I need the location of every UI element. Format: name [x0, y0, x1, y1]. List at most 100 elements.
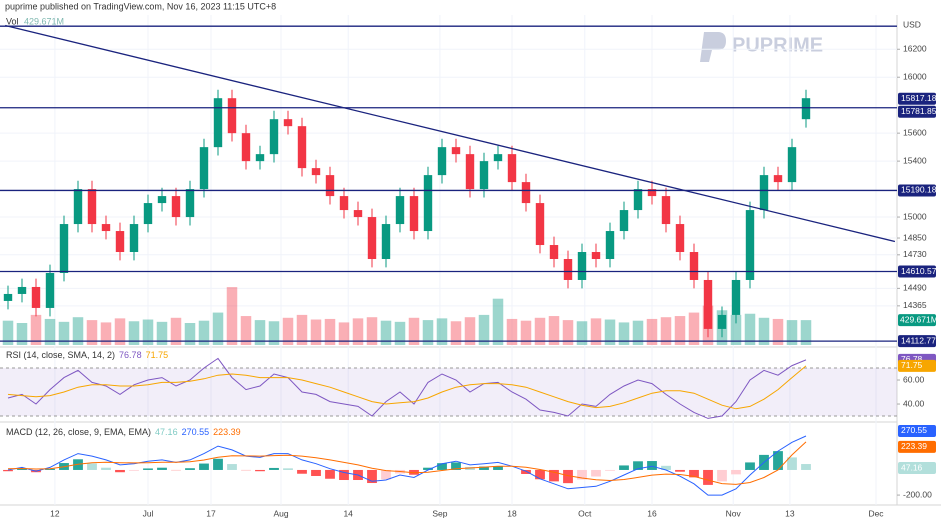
volume-bar	[226, 287, 238, 345]
volume-bar	[268, 321, 280, 345]
candle-body	[143, 203, 153, 225]
volume-bar	[786, 320, 798, 345]
candle-body	[31, 286, 41, 308]
volume-bar	[100, 322, 112, 345]
volume-bar	[674, 316, 686, 345]
candle-body	[255, 154, 265, 162]
volume-bar	[534, 317, 546, 345]
macd-value-label: 223.39	[901, 441, 927, 451]
macd-histogram-bar	[619, 465, 629, 470]
volume-bar	[72, 317, 84, 345]
macd-histogram-bar	[535, 469, 545, 480]
macd-histogram-bar	[787, 457, 797, 470]
volume-bar	[422, 320, 434, 345]
y-tick-label: 14850	[903, 232, 927, 242]
rsi-value-label-box	[898, 359, 936, 372]
candle-body	[787, 147, 797, 183]
macd-hist-label-box	[898, 462, 936, 475]
macd-histogram-bar	[773, 451, 783, 470]
macd-histogram-bar	[549, 469, 559, 482]
currency: USD	[903, 19, 921, 29]
macd-histogram-bar	[269, 467, 279, 470]
volume-bar	[296, 314, 308, 345]
macd-line	[7, 435, 807, 496]
volume-bar	[730, 314, 742, 345]
candle-body	[493, 154, 503, 162]
macd-histogram-bar	[157, 467, 167, 470]
volume-bar	[604, 319, 616, 345]
macd-histogram-bar	[185, 468, 195, 470]
macd-histogram-bar	[283, 468, 293, 470]
macd-histogram-bar	[801, 464, 811, 470]
macd-histogram-bar	[731, 469, 741, 475]
y-tick-label: 15600	[903, 127, 927, 137]
candle-body	[745, 210, 755, 280]
macd-histogram-bar	[591, 469, 601, 477]
candle-body	[661, 196, 671, 225]
macd-histogram-bar	[255, 469, 265, 472]
candle-body	[549, 245, 559, 260]
candle-body	[185, 189, 195, 218]
candle-body	[535, 203, 545, 246]
candle-body	[129, 224, 139, 253]
volume-bar	[548, 316, 560, 345]
candle-body	[241, 133, 251, 162]
macd-histogram-bar	[297, 469, 307, 474]
y-tick-label: 14490	[903, 283, 927, 293]
macd-value-label: 270.55	[901, 425, 927, 435]
volume-legend-value: 429.671M	[24, 16, 64, 26]
x-tick-label: Dec	[868, 508, 884, 518]
macd-histogram-bar	[129, 469, 139, 471]
macd-histogram-bar	[451, 462, 461, 470]
macd-line	[7, 441, 807, 485]
candle-body	[227, 98, 237, 134]
candle-body	[423, 175, 433, 232]
volume-bar	[562, 320, 574, 345]
rsi-legend-value: 71.75	[146, 350, 169, 360]
volume-bar	[198, 320, 210, 345]
candle-body	[717, 314, 727, 329]
volume-bar	[744, 313, 756, 345]
volume-bar	[436, 318, 448, 345]
rsi-value-label: 71.75	[901, 360, 923, 370]
volume-bar	[688, 312, 700, 345]
candle-body	[101, 224, 111, 232]
candle-body	[381, 224, 391, 260]
x-tick-label: 16	[647, 508, 657, 518]
volume-bar	[646, 318, 658, 345]
volume-bar	[324, 318, 336, 345]
candle-body	[367, 217, 377, 260]
x-tick-label: Oct	[578, 508, 592, 518]
x-tick-label: 18	[507, 508, 517, 518]
logo-icon	[700, 32, 726, 62]
x-tick-label: 17	[206, 508, 216, 518]
macd-histogram-bar	[577, 469, 587, 480]
volume-bar	[520, 320, 532, 345]
macd-histogram-bar	[717, 469, 727, 482]
volume-bar	[44, 318, 56, 345]
volume-bar	[184, 323, 196, 345]
volume-legend-name: Vol	[6, 16, 19, 26]
volume-bar	[352, 318, 364, 345]
candle-body	[325, 175, 335, 197]
macd-histogram-bar	[633, 461, 643, 470]
candle-body	[451, 147, 461, 155]
rsi-legend-value: 76.78	[119, 350, 142, 360]
volume-bar	[478, 314, 490, 345]
macd-value-label-box	[898, 440, 936, 453]
volume-label-box	[898, 314, 936, 327]
volume-bar	[660, 317, 672, 345]
y-tick-label: 16000	[903, 71, 927, 81]
x-tick-label: Jul	[143, 508, 154, 518]
macd-legend-value: 223.39	[213, 427, 241, 437]
logo-text: PUPRIME	[732, 34, 823, 56]
macd-histogram-bar	[367, 469, 377, 484]
candle-body	[507, 154, 517, 183]
macd-histogram-bar	[703, 469, 713, 485]
macd-histogram-bar	[437, 463, 447, 470]
candle-body	[87, 189, 97, 225]
rsi-value-label: 76.78	[901, 354, 923, 364]
candle-body	[339, 196, 349, 211]
macd-histogram-bar	[45, 468, 55, 470]
